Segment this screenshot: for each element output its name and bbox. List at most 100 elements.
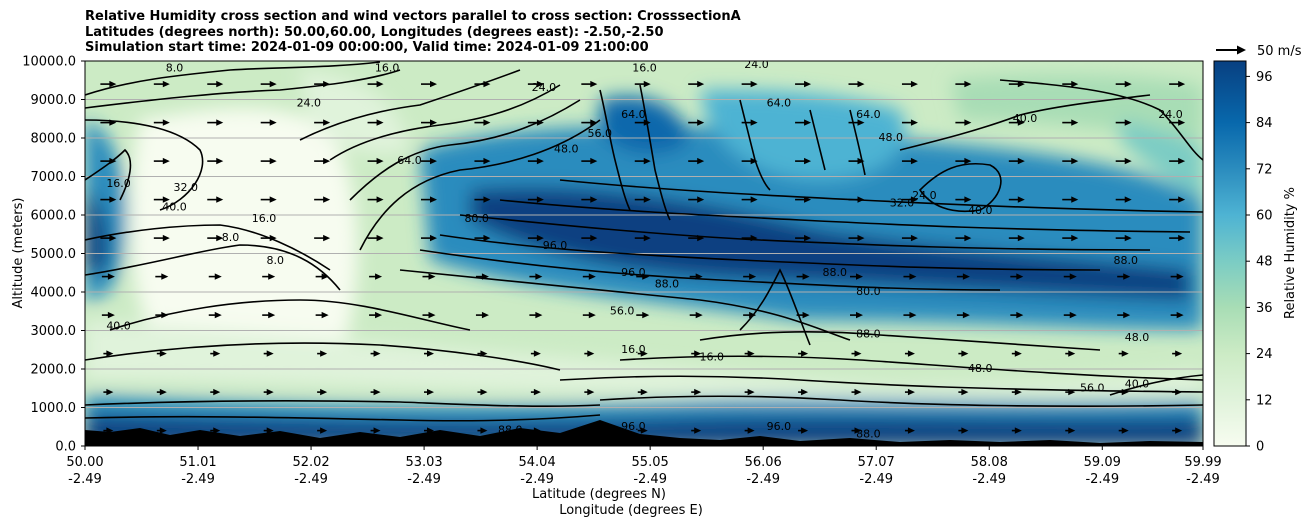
wind-vector-head [1123,311,1131,319]
x-tick-label-lon: -2.49 [294,472,328,487]
wind-vector-head [269,196,277,203]
wind-vector-head [1014,427,1022,434]
wind-vector-head [481,273,489,280]
colorbar-gradient [1213,60,1247,447]
wind-vector-head [590,196,598,203]
wind-vector-head [162,157,170,165]
wind-vector-head [216,234,224,242]
contour-line [699,330,1101,351]
wind-vector-head [430,80,438,88]
wind-vector-head [483,234,491,242]
chart-title: Relative Humidity cross section and wind… [85,9,741,56]
contour-label: 80.0 [464,212,489,225]
quiver-key: 50 m/s [1216,44,1302,59]
wind-vector-head [266,350,274,357]
wind-vector-head [695,311,703,319]
wind-vector-head [1175,427,1183,434]
contour-label: 88.0 [655,277,680,290]
wind-vector-head [161,311,169,319]
colorbar: 0 12 24 36 48 60 72 84 96 Relative Humidity % [1213,60,1298,455]
contour-line [739,268,811,346]
wind-vector-head [536,80,544,88]
wind-vector-head [268,311,276,319]
wind-vector-head [907,388,915,396]
wind-vector-head [266,388,274,396]
wind-vector-head [533,388,541,396]
x-axis-label-lon: Longitude (degrees E) [559,503,703,518]
x-tick-label-lat: 53.03 [405,455,442,470]
contour-line [85,224,331,271]
wind-vector-head [801,427,809,434]
y-tick-label: 4000.0 [31,286,77,301]
wind-vector-head [373,350,381,357]
wind-vector-head [587,427,595,434]
wind-vector-head [643,196,651,203]
wind-vector-head [106,350,114,357]
wind-vector-head [588,273,596,280]
x-tick-label-lat: 57.07 [858,455,895,470]
wind-vector-head [1124,80,1132,88]
wind-vector-head [320,350,328,357]
contour-label: 16.0 [621,343,646,356]
wind-vector-head [109,157,117,165]
wind-vector-head [159,427,167,434]
wind-vector-head [1176,273,1184,280]
wind-vector-head [483,80,491,88]
wind-vector-head [1124,196,1132,203]
contour-label: 48.0 [1125,331,1150,344]
wind-vector-head [162,234,170,242]
wind-vector-head [106,427,114,434]
contour-line [85,399,601,408]
contour-line [85,148,132,201]
wind-vector-head [1016,311,1024,319]
wind-vector-head [962,311,970,319]
contour-label: 16.0 [252,212,277,225]
wind-vector-head [804,196,812,203]
contour-line [85,69,401,109]
y-gridlines [85,99,1203,408]
wind-vector-head [697,234,705,242]
wind-vector-head [481,311,489,319]
x-tick-label-lon: -2.49 [746,472,780,487]
y-tick-label: 6000.0 [31,209,77,224]
wind-vector-head [857,80,865,88]
wind-vector-head [536,119,544,126]
wind-vector-head [162,119,170,126]
wind-vector-head [1014,350,1022,357]
wind-vector-head [854,427,862,434]
contour-label: 24.0 [532,81,557,94]
contour-line [329,84,561,161]
wind-vector-head [1178,80,1186,88]
wind-vector-head [320,388,328,396]
wind-vector-head [1017,157,1025,165]
wind-vector-head [1071,196,1079,203]
wind-vector-head [1175,350,1183,357]
wind-vector-head [697,119,705,126]
contour-label: 16.0 [106,177,131,190]
wind-vector-head [323,119,331,126]
y-tick-label: 7000.0 [31,170,77,185]
wind-vector-head [857,234,865,242]
wind-vector-head [802,311,810,319]
contour-line [899,94,1151,151]
colorbar-ticks: 0 12 24 36 48 60 72 84 96 [1246,70,1273,455]
wind-vector-head [321,273,329,280]
wind-vector-head [268,273,276,280]
wind-vector-head [533,350,541,357]
contour-labels: 8.0 16.0 24.0 24.0 16.0 24.0 64.0 64.0 64.0 48.0 4… [106,61,1182,440]
wind-vector-head [804,234,812,242]
wind-vector-head [323,234,331,242]
wind-vector-head [430,234,438,242]
contour-label: 64.0 [767,96,792,109]
y-tick-label: 0.0 [55,440,76,455]
contour-label: 56.0 [1080,381,1105,394]
contour-line [809,109,826,171]
y-tick-label: 8000.0 [31,132,77,147]
wind-vector-head [964,196,972,203]
contour-label: 48.0 [554,143,579,156]
wind-vector-head [964,234,972,242]
contour-label: 48.0 [968,362,993,375]
wind-vector-head [642,311,650,319]
wind-vector-head [640,427,648,434]
contour-label: 96.0 [621,266,646,279]
